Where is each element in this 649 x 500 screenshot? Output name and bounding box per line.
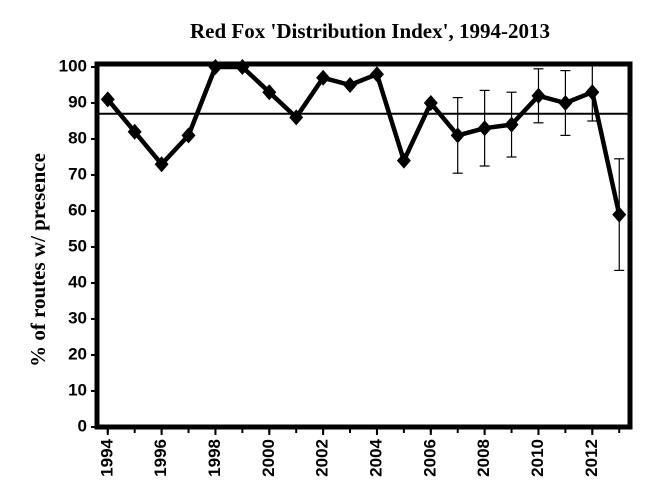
y-tick-label: 10 — [68, 380, 87, 399]
x-tick-label: 2008 — [474, 439, 493, 477]
y-axis-label: % of routes w/ presence — [26, 153, 50, 367]
marker — [100, 91, 115, 108]
y-tick-label: 60 — [68, 200, 87, 219]
marker — [504, 116, 519, 133]
marker — [396, 152, 411, 169]
marker — [450, 127, 465, 144]
y-tick-label: 0 — [78, 416, 87, 435]
y-tick-label: 50 — [68, 236, 87, 255]
x-tick-label: 2012 — [582, 439, 601, 477]
marker — [423, 95, 438, 111]
marker — [262, 84, 277, 101]
plot-frame — [94, 61, 633, 430]
x-tick-label: 1998 — [205, 439, 224, 477]
x-tick-label: 2002 — [313, 439, 332, 477]
y-tick-label: 40 — [68, 272, 87, 291]
y-tick-label: 100 — [59, 56, 87, 75]
marker — [612, 206, 627, 223]
marker — [127, 123, 142, 140]
marker — [181, 127, 196, 144]
marker — [316, 69, 331, 86]
y-tick-label: 90 — [68, 92, 87, 111]
marker — [531, 87, 546, 104]
y-tick-label: 80 — [68, 128, 87, 147]
x-tick-label: 1996 — [151, 439, 170, 477]
x-tick-label: 2010 — [528, 439, 547, 477]
x-tick-label: 2006 — [420, 439, 439, 477]
marker — [477, 120, 492, 137]
y-tick-label: 20 — [68, 344, 87, 363]
marker — [289, 109, 304, 126]
data-line — [106, 64, 622, 216]
y-tick-label: 30 — [68, 308, 87, 327]
chart-title: Red Fox 'Distribution Index', 1994-2013 — [190, 19, 550, 43]
marker — [558, 95, 573, 111]
x-tick-label: 2004 — [366, 438, 385, 476]
x-tick-label: 2000 — [259, 439, 278, 477]
marker — [343, 77, 358, 93]
marker — [208, 59, 223, 75]
x-tick-label: 1994 — [97, 438, 116, 476]
marker — [585, 84, 600, 101]
marker — [235, 59, 250, 75]
marker — [154, 156, 169, 173]
marker — [369, 66, 384, 83]
y-tick-label: 70 — [68, 164, 87, 183]
